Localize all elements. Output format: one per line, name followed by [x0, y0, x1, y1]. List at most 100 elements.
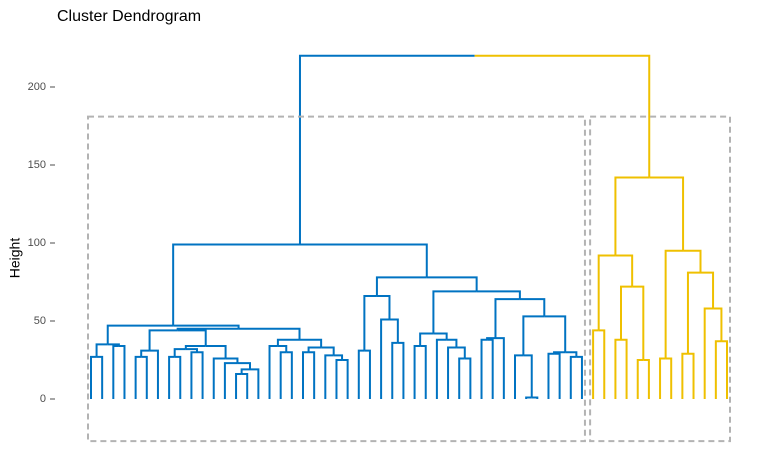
- dendrogram-link: [597, 254, 616, 331]
- dendrogram-link: [547, 352, 555, 399]
- dendrogram-link: [592, 329, 599, 399]
- dendrogram-link: [173, 324, 240, 329]
- dendrogram-link: [364, 349, 371, 399]
- dendrogram-link: [687, 352, 695, 399]
- dendrogram-link: [90, 355, 97, 399]
- dendrogram-link: [714, 340, 722, 399]
- dendrogram-link: [683, 249, 702, 273]
- dendrogram-link: [279, 351, 287, 399]
- dendrogram-link: [333, 354, 344, 360]
- dendrogram-link: [238, 327, 301, 340]
- dendrogram-link: [321, 346, 335, 356]
- dendrogram-link: [250, 368, 260, 399]
- dendrogram-link: [342, 359, 349, 399]
- dendrogram-link: [522, 315, 545, 356]
- dendrogram-link: [464, 357, 472, 399]
- dendrogram-link: [713, 307, 723, 342]
- dendrogram-link: [565, 351, 578, 357]
- dendrogram-link: [277, 344, 288, 353]
- y-tick-label: 50: [34, 315, 46, 327]
- dendrogram-link: [176, 327, 239, 331]
- dendrogram-link: [649, 176, 685, 251]
- dendrogram-link: [474, 54, 651, 178]
- dendrogram-link: [302, 351, 309, 399]
- y-tick-label: 0: [40, 393, 46, 405]
- dendrogram-link: [391, 341, 398, 399]
- dendrogram-link: [569, 355, 577, 399]
- dendrogram-link: [375, 276, 427, 297]
- dendrogram-link: [307, 346, 322, 353]
- dendrogram-link: [268, 344, 278, 399]
- dendrogram-link: [413, 344, 421, 399]
- dendrogram-link: [298, 54, 475, 245]
- dendrogram-link: [205, 344, 227, 359]
- dendrogram-link: [432, 290, 477, 334]
- dendrogram-link: [240, 368, 250, 375]
- dendrogram-link: [106, 324, 174, 345]
- cluster-rect: [589, 115, 732, 443]
- dendrogram-link: [447, 346, 457, 399]
- dendrogram-link: [495, 337, 505, 399]
- dendrogram-link: [149, 349, 159, 399]
- dendrogram-link: [241, 373, 249, 399]
- dendrogram-link: [576, 355, 583, 399]
- dendrogram-link: [700, 271, 715, 309]
- dendrogram-link: [235, 373, 242, 399]
- dendrogram-link: [433, 332, 448, 340]
- dendrogram-link: [519, 298, 546, 317]
- dendrogram-link: [621, 338, 628, 399]
- chart-title: Cluster Dendrogram: [57, 8, 201, 25]
- dendrogram-link: [614, 338, 621, 399]
- dendrogram-link: [118, 344, 126, 399]
- y-tick-label: 200: [28, 81, 46, 93]
- dendrogram-link: [620, 285, 633, 340]
- dendrogram-link: [380, 318, 390, 399]
- dendrogram-link: [486, 337, 496, 340]
- dendrogram-link: [514, 354, 524, 399]
- dendrogram-link: [172, 243, 300, 326]
- dendrogram-link: [335, 359, 343, 399]
- dendrogram-link: [134, 355, 142, 399]
- dendrogram-link: [636, 359, 644, 399]
- dendrogram-link: [389, 318, 399, 343]
- dendrogram-link: [703, 307, 714, 399]
- dendrogram-link: [185, 348, 198, 353]
- dendrogram-link: [212, 357, 226, 399]
- dendrogram-link: [308, 351, 316, 399]
- dendrogram-link: [363, 295, 377, 351]
- dendrogram-link: [357, 349, 365, 399]
- y-axis-label: Height: [7, 238, 23, 279]
- dendrogram-link: [299, 243, 428, 278]
- dendrogram-link: [598, 329, 606, 399]
- dendrogram-link: [544, 315, 567, 353]
- dendrogram-link: [141, 355, 148, 399]
- dendrogram-link: [632, 285, 645, 360]
- dendrogram-link: [140, 349, 150, 357]
- dendrogram-link: [446, 338, 458, 348]
- dendrogram-link: [480, 338, 488, 399]
- dendrogram-link: [554, 352, 561, 399]
- cluster-rect: [87, 115, 586, 443]
- dendrogram-link: [225, 357, 239, 364]
- dendrogram-link: [286, 351, 293, 399]
- dendrogram-link: [525, 396, 532, 399]
- dendrogram-link: [397, 341, 405, 399]
- dendrogram-link: [659, 357, 666, 399]
- dendrogram-link: [614, 176, 650, 256]
- y-tick-label: 150: [28, 159, 46, 171]
- dendrogram-link: [458, 357, 465, 399]
- dendrogram-link: [494, 298, 520, 339]
- dendrogram-link: [643, 359, 650, 399]
- dendrogram-link: [531, 396, 539, 399]
- dendrogram-link: [237, 362, 251, 370]
- dendrogram-link: [426, 276, 478, 292]
- dendrogram-link: [173, 348, 186, 357]
- dendrogram-link: [96, 355, 104, 399]
- dendrogram-link: [107, 343, 120, 346]
- dendrogram-link: [553, 351, 566, 354]
- dendrogram-link: [686, 271, 701, 354]
- dendrogram-link: [324, 354, 334, 399]
- dendrogram-link: [184, 344, 206, 350]
- dendrogram-link: [177, 329, 207, 346]
